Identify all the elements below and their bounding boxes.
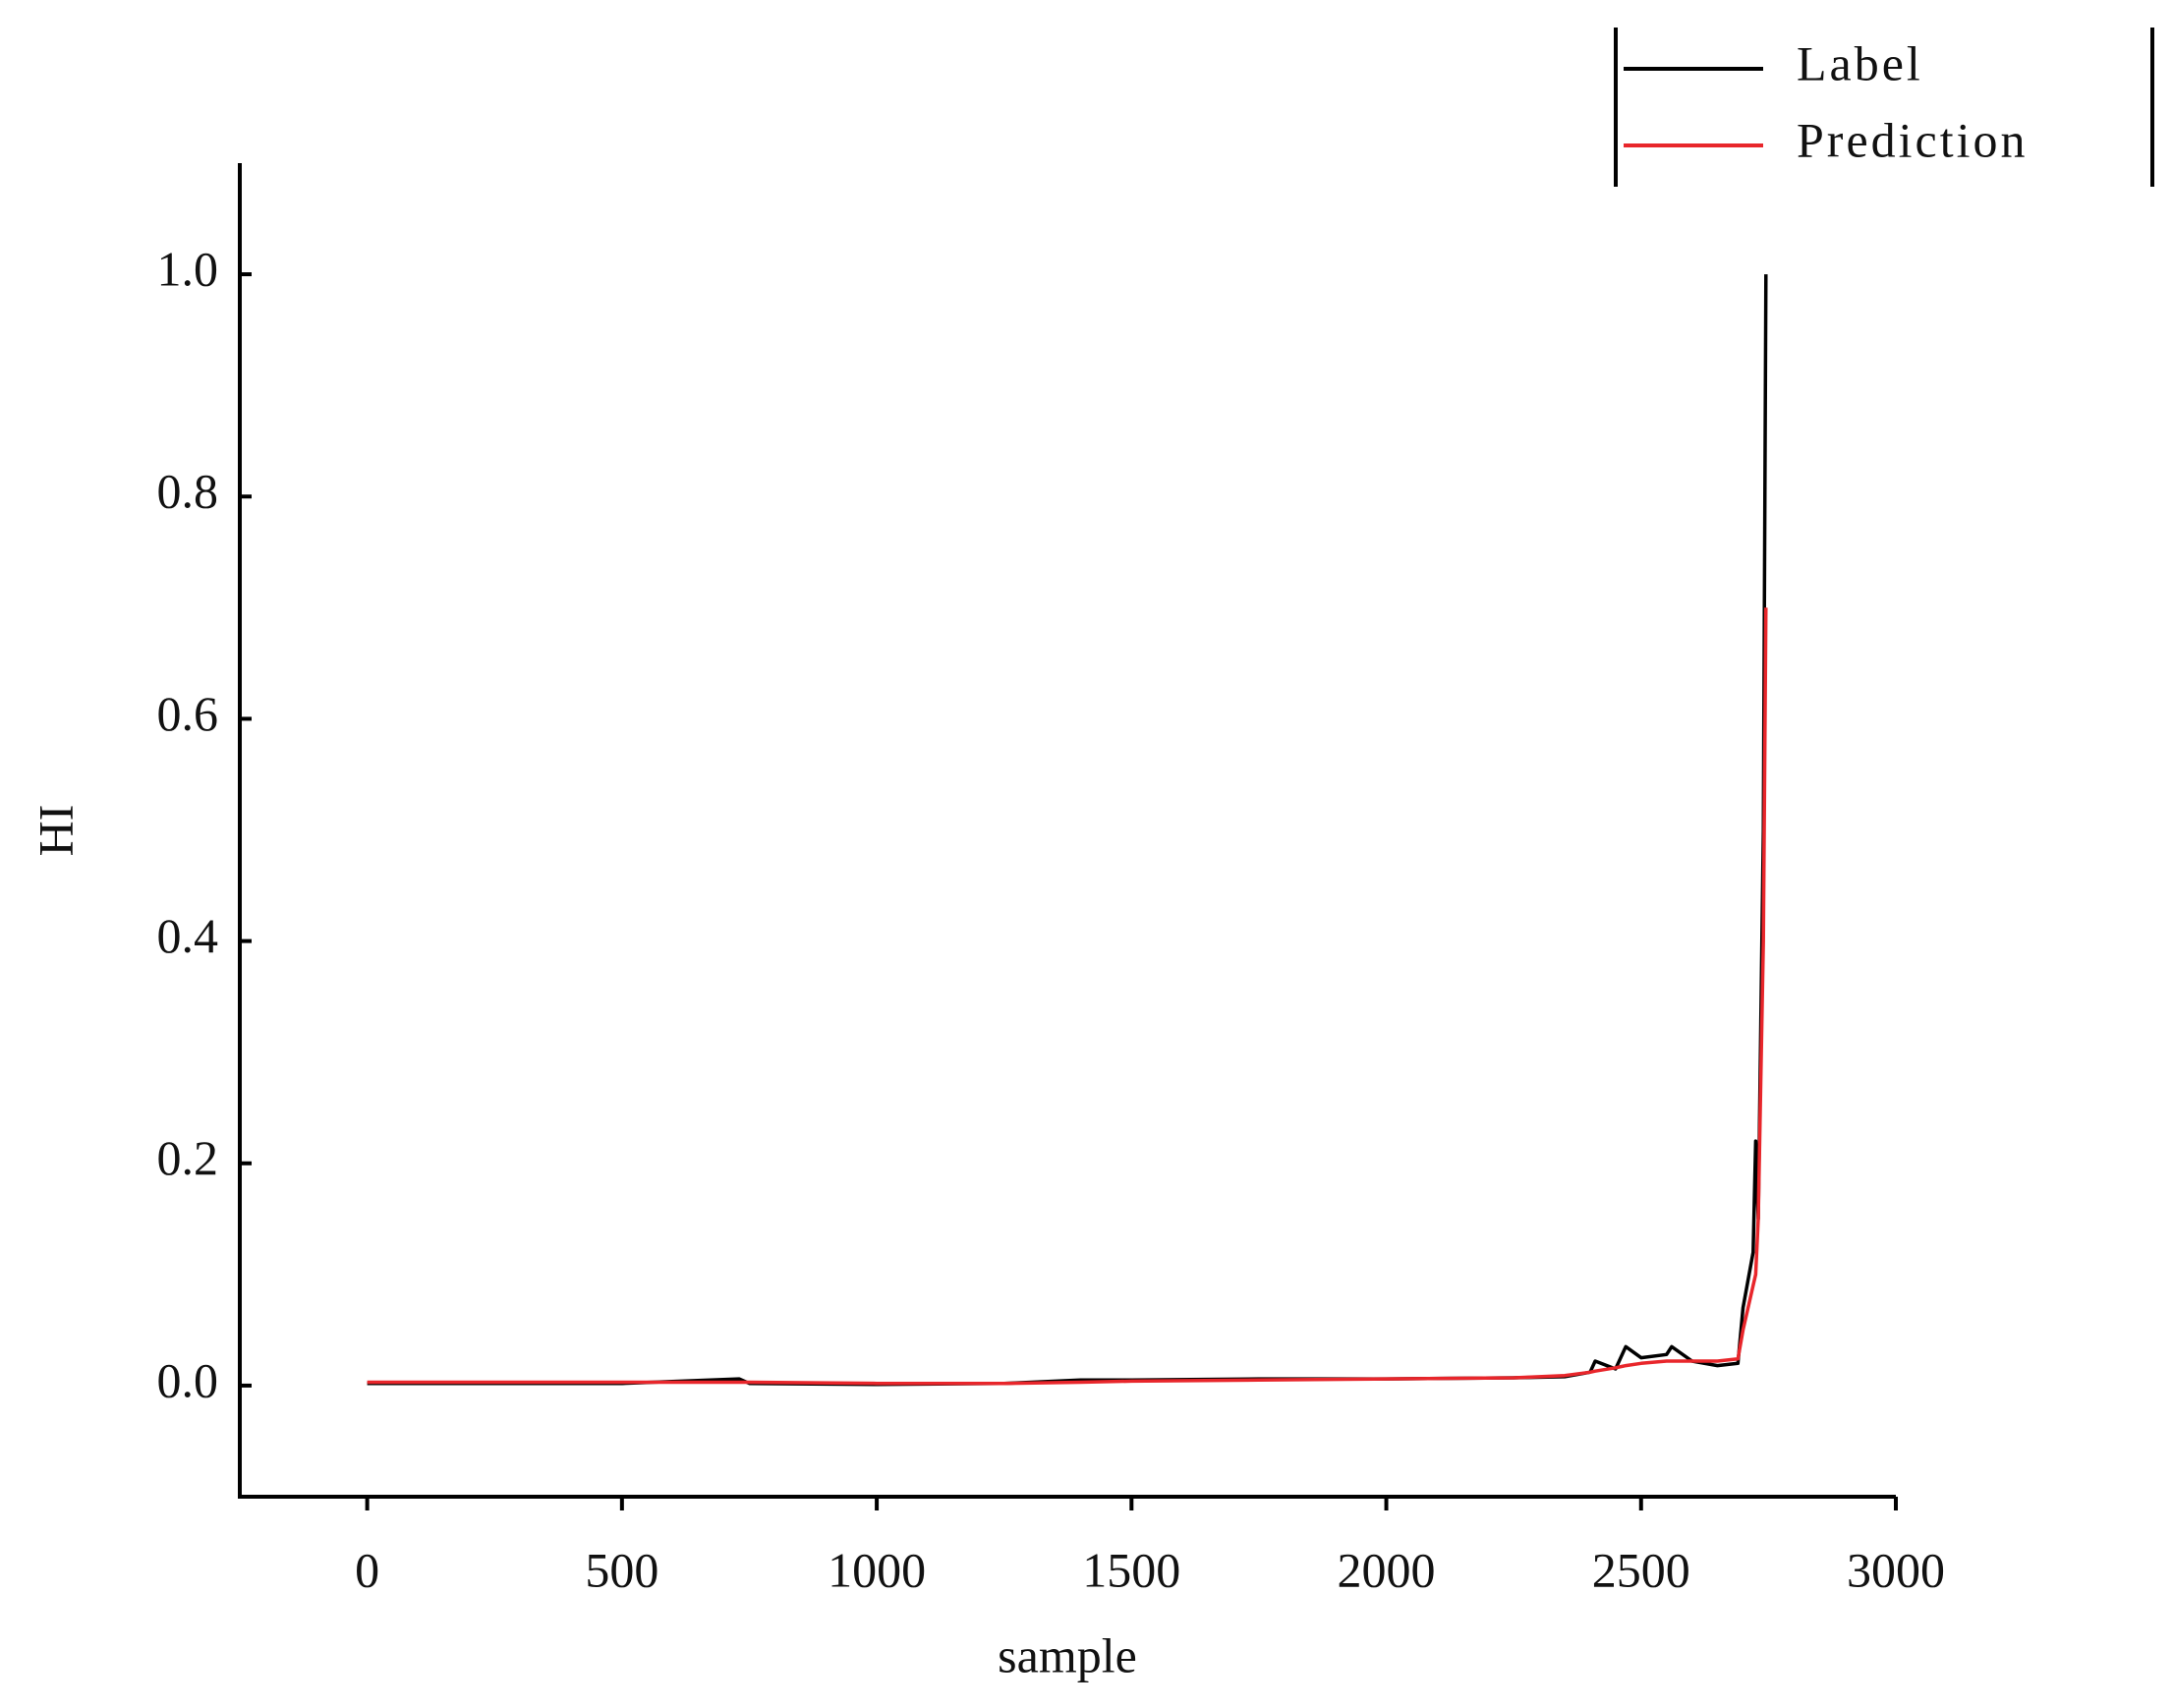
- x-tick-label: 3000: [1847, 1542, 1945, 1597]
- legend-label: Label: [1797, 35, 1923, 90]
- y-axis-label: HI: [28, 805, 83, 857]
- y-tick-label: 0.4: [157, 908, 219, 963]
- x-tick-label: 0: [355, 1542, 379, 1597]
- x-tick-label: 2500: [1592, 1542, 1690, 1597]
- y-tick-label: 0.8: [157, 464, 219, 519]
- y-tick-label: 0.0: [157, 1352, 219, 1407]
- series-line: [367, 607, 1768, 1386]
- x-tick-label: 2000: [1338, 1542, 1436, 1597]
- x-tick-label: 500: [585, 1542, 658, 1597]
- x-tick-label: 1500: [1082, 1542, 1180, 1597]
- x-axis-label: sample: [998, 1627, 1137, 1682]
- x-tick-label: 1000: [828, 1542, 926, 1597]
- legend-label: Prediction: [1797, 112, 2029, 167]
- series-line: [367, 274, 1768, 1387]
- y-tick-label: 1.0: [157, 242, 219, 297]
- y-tick-label: 0.6: [157, 686, 219, 741]
- y-tick-label: 0.2: [157, 1130, 219, 1185]
